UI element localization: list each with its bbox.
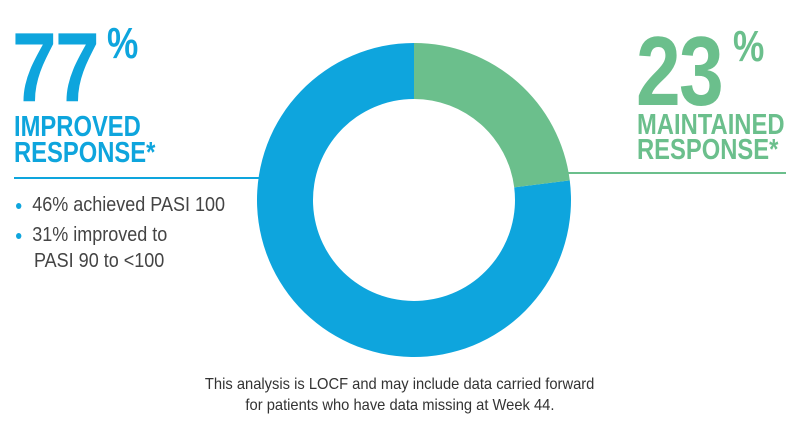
bullet-icon bbox=[16, 202, 22, 209]
bullet-item: 46% achieved PASI 100 bbox=[16, 192, 225, 218]
bullet-item-continued: PASI 90 to <100 bbox=[34, 250, 165, 272]
footnote: This analysis is LOCF and may include da… bbox=[205, 376, 595, 414]
improved-label-1: IMPROVED bbox=[14, 111, 141, 143]
donut-slice-maintained bbox=[414, 43, 570, 188]
maintained-label-2: RESPONSE* bbox=[637, 134, 779, 166]
improved-percent: 77 bbox=[12, 12, 100, 122]
bullet-item: 31% improved to bbox=[16, 222, 167, 248]
maintained-percent-sign: % bbox=[733, 22, 765, 71]
maintained-divider bbox=[566, 172, 786, 174]
improved-percent-sign: % bbox=[107, 19, 139, 68]
maintained-label-1: MAINTAINED bbox=[637, 109, 785, 141]
bullet-icon bbox=[16, 232, 22, 239]
donut-slice-improved bbox=[257, 43, 571, 357]
maintained-percent: 23 bbox=[636, 16, 724, 126]
improved-divider bbox=[14, 177, 264, 179]
improved-label-2: RESPONSE* bbox=[14, 137, 156, 169]
